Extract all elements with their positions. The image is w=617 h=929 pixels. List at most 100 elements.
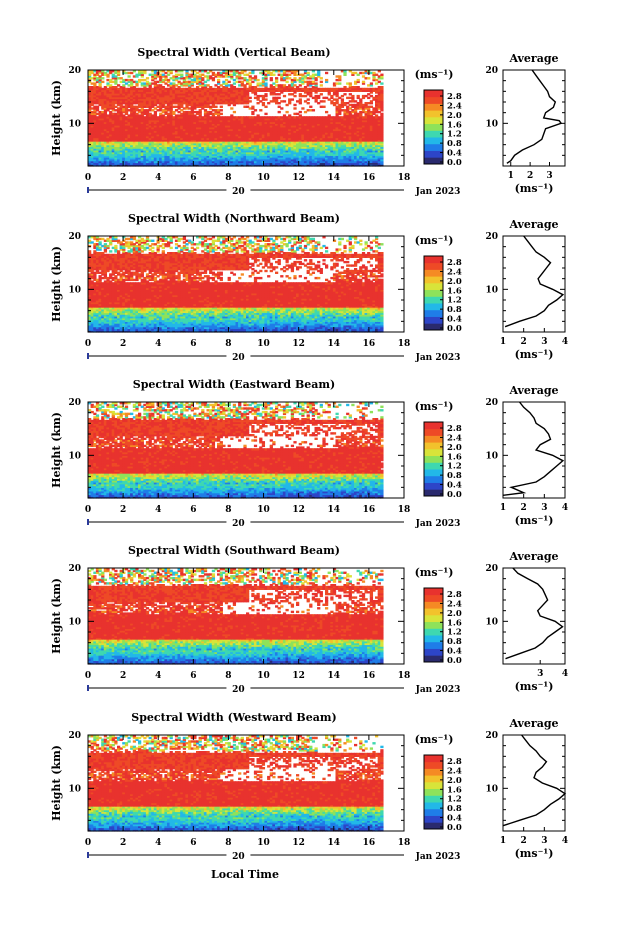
heatmap-cell [261,146,266,149]
heatmap-cell [185,139,189,142]
heatmap-cell [180,157,184,160]
heatmap-cell [282,78,287,82]
heatmap-cell [90,93,94,96]
heatmap-cell [130,91,134,94]
heatmap-cell [159,148,163,151]
heatmap-cell [143,137,147,140]
heatmap-cell [103,94,108,98]
heatmap-cell [275,157,279,160]
heatmap-cell [253,137,258,140]
heatmap-cell [219,100,223,103]
heatmap-cell [219,109,223,112]
heatmap-cell [185,100,189,103]
heatmap-cell [119,107,123,110]
heatmap-cell [240,91,244,94]
heatmap-cell [201,77,205,80]
heatmap-cell [153,86,158,89]
heatmap-cell [227,130,231,133]
heatmap-cell [248,132,252,135]
heatmap-cell [169,86,173,89]
heatmap-cell [88,93,92,96]
heatmap-cell [140,126,144,130]
heatmap-cell [101,73,105,76]
heatmap-cell [143,157,147,160]
heatmap-cell [253,132,258,135]
heatmap-cell [143,93,147,96]
heatmap-cell [124,123,129,126]
heatmap-cell [238,80,242,84]
heatmap-cell [196,75,200,78]
heatmap-cell [93,148,97,151]
heatmap-cell [227,123,231,126]
heatmap-cell [246,155,250,158]
heatmap-cell [193,77,197,80]
heatmap-cell [145,130,150,133]
heatmap-cell [261,134,266,137]
heatmap-cell [198,141,202,144]
heatmap-cell [88,130,92,133]
heatmap-cell [246,139,250,142]
heatmap-cell [285,151,289,155]
heatmap-cell [153,135,158,139]
heatmap-cell [209,70,213,73]
heatmap-cell [140,96,144,100]
heatmap-cell [280,84,284,87]
heatmap-cell [246,137,250,140]
heatmap-cell [188,157,192,160]
heatmap-cell [98,96,102,100]
heatmap-cell [109,121,113,124]
heatmap-cell [259,87,263,91]
heatmap-cell [288,77,292,80]
heatmap-cell [285,164,289,167]
heatmap-cell [269,93,273,96]
heatmap-cell [117,87,121,91]
heatmap-cell [267,146,271,149]
heatmap-cell [185,98,189,101]
heatmap-cell [185,70,189,73]
heatmap-cell [222,98,226,101]
heatmap-cell [174,114,179,117]
heatmap-cell [222,119,226,123]
heatmap-cell [288,89,292,92]
heatmap-cell [214,125,218,128]
heatmap-cell [135,135,139,139]
heatmap-cell [246,116,250,119]
heatmap-cell [153,110,158,114]
heatmap-cell [156,100,160,103]
heatmap-cell [211,146,216,149]
heatmap-cell [174,151,179,155]
heatmap-cell [256,155,260,158]
heatmap-cell [238,84,242,87]
heatmap-cell [275,118,279,121]
heatmap-cell [98,89,102,92]
heatmap-cell [159,75,163,78]
heatmap-cell [235,87,239,91]
heatmap-cell [251,86,255,89]
heatmap-cell [246,93,250,96]
heatmap-cell [211,89,216,92]
heatmap-cell [217,139,221,142]
heatmap-cell [127,144,131,148]
heatmap-cell [246,105,250,108]
heatmap-cell [169,87,173,91]
heatmap-cell [167,132,171,135]
heatmap-cell [240,96,244,100]
heatmap-cell [193,100,197,103]
heatmap-cell [206,126,210,130]
heatmap-cell [243,121,247,124]
heatmap-cell [114,112,118,116]
heatmap-cell [124,125,129,128]
heatmap-cell [214,119,218,123]
heatmap-cell [235,158,239,162]
heatmap-cell [159,78,163,82]
heatmap-cell [290,142,295,146]
heatmap-cell [367,77,371,80]
heatmap-cell [232,151,237,155]
heatmap-cell [240,80,244,84]
heatmap-cell [124,71,129,75]
heatmap-cell [243,153,247,156]
heatmap-cell [277,116,281,119]
heatmap-cell [219,135,223,139]
heatmap-cell [114,160,118,164]
heatmap-cell [209,132,213,135]
